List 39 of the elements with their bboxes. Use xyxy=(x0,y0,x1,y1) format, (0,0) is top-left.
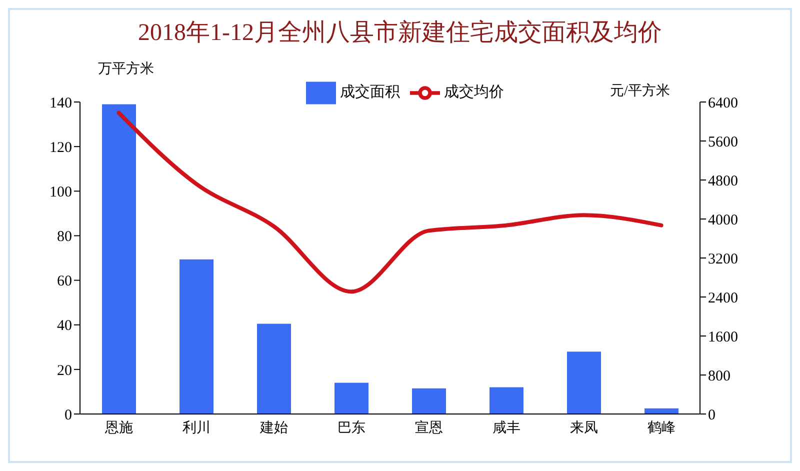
x-tick-label: 巴东 xyxy=(337,420,366,436)
y2-tick-label: 5600 xyxy=(708,134,738,150)
y2-tick-label: 2400 xyxy=(708,290,738,306)
chart-title: 2018年1-12月全州八县市新建住宅成交面积及均价 xyxy=(137,18,663,48)
line-series xyxy=(116,110,664,294)
x-tick-label: 来凤 xyxy=(570,420,598,436)
y-tick-label: 0 xyxy=(64,407,72,424)
bar xyxy=(102,104,136,414)
y-tick-label: 40 xyxy=(57,318,72,334)
y-tick-label: 60 xyxy=(57,274,72,290)
y-tick-label: 140 xyxy=(50,95,72,112)
y-tick-label: 120 xyxy=(50,140,72,156)
bar xyxy=(490,387,524,414)
y2-tick-label: 1600 xyxy=(708,329,738,346)
x-tick-label: 鹤峰 xyxy=(647,420,676,436)
x-tick-label: 宣恩 xyxy=(414,420,443,436)
bar xyxy=(412,388,446,414)
bar xyxy=(257,324,291,414)
legend-label: 成交均价 xyxy=(444,84,504,100)
y2-tick-label: 6400 xyxy=(708,95,738,112)
x-tick-label: 建始 xyxy=(258,420,288,436)
y-tick-label: 100 xyxy=(50,184,72,200)
y2-tick-label: 3200 xyxy=(708,251,738,268)
bar xyxy=(180,259,214,414)
y2-tick-label: 0 xyxy=(708,407,716,424)
y2-tick-label: 800 xyxy=(708,368,730,384)
x-tick-label: 咸丰 xyxy=(492,420,520,436)
y2-axis-title: 元/平方米 xyxy=(610,82,670,100)
y2-tick-label: 4800 xyxy=(708,173,738,190)
bar xyxy=(567,352,601,414)
y-tick-label: 20 xyxy=(57,362,72,379)
x-tick-label: 利川 xyxy=(182,420,210,436)
bar xyxy=(644,408,678,414)
bar xyxy=(334,382,368,414)
y2-tick-label: 4000 xyxy=(708,212,738,228)
legend-label: 成交面积 xyxy=(340,84,400,100)
y-tick-label: 80 xyxy=(57,229,72,246)
y-axis-title: 万平方米 xyxy=(98,60,154,78)
x-tick-label: 恩施 xyxy=(104,420,133,436)
